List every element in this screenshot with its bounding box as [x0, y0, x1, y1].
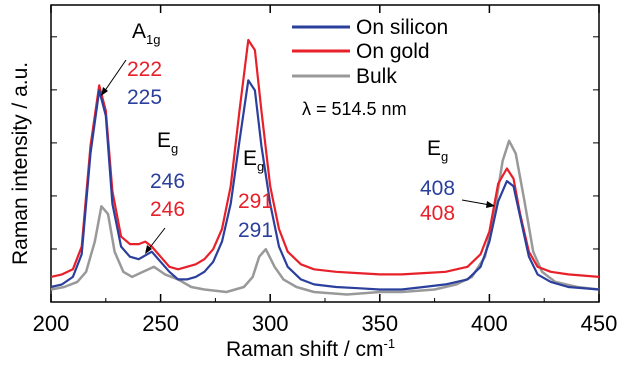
- arrowhead-eg1: [145, 245, 152, 254]
- svg-text:408: 408: [420, 202, 455, 225]
- x-axis-title: Raman shift / cm-1: [226, 336, 395, 361]
- x-tick-label: 300: [252, 311, 289, 336]
- svg-text:291: 291: [238, 190, 273, 213]
- x-tick-label: 200: [33, 311, 70, 336]
- legend-label-bulk: Bulk: [356, 65, 397, 88]
- arrowhead-eg3: [486, 201, 495, 208]
- svg-text:Eg: Eg: [427, 137, 448, 164]
- annotation-eg2: Eg 291 291: [238, 147, 273, 242]
- svg-text:225: 225: [127, 86, 162, 109]
- series-group: [50, 38, 600, 296]
- annotation-a1g: A1g 222 225: [101, 20, 162, 109]
- svg-text:291: 291: [238, 219, 273, 242]
- annotation-eg1: Eg 246 246: [145, 129, 185, 254]
- legend: On silicon On gold Bulk λ = 514.5 nm: [292, 16, 448, 119]
- svg-text:A1g: A1g: [132, 20, 160, 47]
- x-axis: 200 250 300 350 400 450: [33, 5, 618, 336]
- arrowhead-a1g: [101, 87, 108, 96]
- x-tick-label: 450: [581, 311, 618, 336]
- svg-text:246: 246: [150, 170, 185, 193]
- x-tick-label: 250: [142, 311, 179, 336]
- series-line-bulk: [50, 139, 600, 296]
- x-tick-label: 400: [471, 311, 508, 336]
- svg-text:222: 222: [127, 58, 162, 81]
- x-tick-label: 350: [361, 311, 398, 336]
- annotation-eg3: Eg 408 408: [420, 137, 495, 225]
- series-line-on-gold: [50, 38, 600, 278]
- svg-text:Eg: Eg: [157, 129, 178, 156]
- arrow-a1g: [103, 59, 127, 93]
- legend-label-gold: On gold: [356, 40, 430, 63]
- wavelength-label: λ = 514.5 nm: [302, 99, 407, 119]
- legend-label-silicon: On silicon: [356, 16, 448, 39]
- svg-text:Eg: Eg: [243, 147, 264, 174]
- arrow-eg3: [461, 199, 491, 206]
- y-axis-title: Raman intensity / a.u.: [9, 62, 32, 265]
- svg-text:246: 246: [150, 198, 185, 221]
- y-axis-ticks: [51, 36, 599, 250]
- svg-text:408: 408: [420, 177, 455, 200]
- arrow-eg1: [147, 227, 166, 251]
- series-line-on-silicon: [50, 79, 600, 291]
